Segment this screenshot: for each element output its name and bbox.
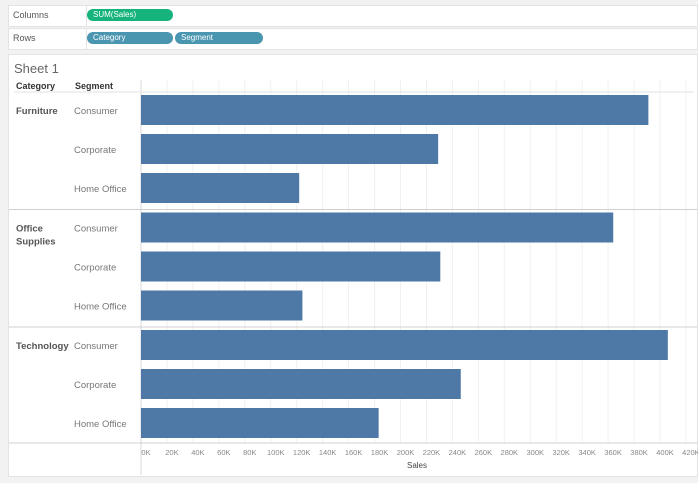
segment-label: Corporate	[74, 145, 116, 156]
category-label: Supplies	[16, 237, 56, 248]
rows-shelf[interactable]: Rows Category Segment	[8, 28, 698, 50]
tick-label: 360K	[604, 448, 622, 457]
tick-label: 200K	[397, 448, 415, 457]
segment-pill[interactable]: Segment	[175, 32, 263, 44]
category-label: Technology	[16, 341, 69, 352]
tick-label: 260K	[475, 448, 493, 457]
tick-label: 340K	[578, 448, 596, 457]
bar	[141, 134, 439, 164]
tick-label: 220K	[423, 448, 441, 457]
category-header: Category	[16, 81, 56, 91]
bar	[141, 369, 461, 399]
columns-label: Columns	[13, 10, 49, 20]
bar	[141, 212, 614, 243]
tick-label: 160K	[345, 448, 363, 457]
sheet-title: Sheet 1	[14, 61, 59, 76]
segment-label: Corporate	[74, 263, 116, 274]
segment-label: Consumer	[74, 224, 118, 235]
sum-sales-pill[interactable]: SUM(Sales)	[87, 9, 173, 21]
segment-header: Segment	[75, 81, 114, 91]
rows-label: Rows	[13, 33, 36, 43]
x-axis-title: Sales	[407, 461, 427, 470]
tick-label: 420K	[682, 448, 698, 457]
tick-label: 300K	[526, 448, 544, 457]
tick-label: 40K	[191, 448, 204, 457]
tick-label: 120K	[293, 448, 311, 457]
segment-label: Home Office	[74, 302, 127, 313]
category-pill[interactable]: Category	[87, 32, 173, 44]
tick-label: 20K	[165, 448, 178, 457]
tick-label: 80K	[243, 448, 256, 457]
tick-label: 60K	[217, 448, 230, 457]
tick-label: 100K	[267, 448, 285, 457]
segment-label: Consumer	[74, 341, 118, 352]
bar	[141, 95, 649, 125]
segment-label: Consumer	[74, 106, 118, 117]
tick-label: 140K	[319, 448, 337, 457]
bar	[141, 408, 379, 438]
bar	[141, 251, 441, 282]
segment-label: Home Office	[74, 419, 127, 430]
segment-label: Home Office	[74, 184, 127, 195]
tick-label: 280K	[501, 448, 519, 457]
tick-label: 180K	[371, 448, 389, 457]
category-label: Office	[16, 224, 43, 235]
tick-label: 240K	[449, 448, 467, 457]
segment-label: Corporate	[74, 380, 116, 391]
tick-label: 380K	[630, 448, 648, 457]
columns-shelf[interactable]: Columns SUM(Sales)	[8, 5, 698, 27]
bar	[141, 290, 303, 321]
category-label: Furniture	[16, 106, 58, 117]
bar	[141, 330, 668, 360]
tick-label: 0K	[141, 448, 150, 457]
tick-label: 400K	[656, 448, 674, 457]
tick-label: 320K	[552, 448, 570, 457]
bar	[141, 173, 300, 203]
